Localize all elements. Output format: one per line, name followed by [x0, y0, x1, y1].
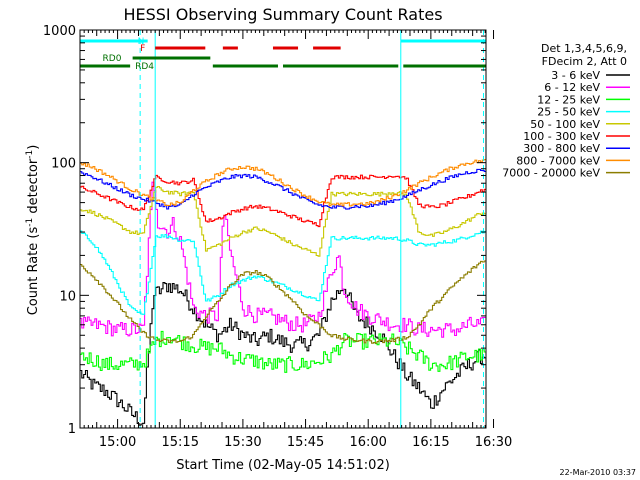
y-axis-label-main: Count Rate (s: [26, 227, 41, 316]
series-line-6: [80, 168, 486, 210]
status-label-rd4: RD4: [135, 62, 154, 72]
axes: 1 10 100 1000 15:00 15:15 15:30 15:45 16:00 16:15…: [43, 24, 512, 450]
plot-frame: [79, 29, 487, 429]
series-line-1: [80, 181, 486, 338]
status-label-rd0: RD0: [103, 54, 122, 64]
y-tick-label-3: 1000: [43, 24, 76, 39]
footer-timestamp: 22-Mar-2010 03:37: [560, 468, 637, 477]
x-tick-label-6: 16:30: [475, 435, 512, 450]
status-label-n: N: [138, 37, 145, 47]
y-tick-label-1: 10: [59, 289, 76, 304]
x-tick-label-0: 15:00: [99, 435, 136, 450]
chart-title: HESSI Observing Summary Count Rates: [123, 5, 442, 24]
x-tick-label-3: 15:45: [287, 435, 324, 450]
series-line-3: [80, 230, 486, 315]
series-line-0: [80, 282, 486, 426]
y-axis-label-end: ): [26, 145, 41, 150]
x-tick-label-2: 15:30: [224, 435, 261, 450]
legend: Det 1,3,4,5,6,9, FDecim 2, Att 0 3 - 6 k…: [502, 42, 630, 180]
x-axis-label: Start Time (02-May-05 14:51:02): [176, 458, 390, 473]
legend-label-0: 3 - 6 keV: [551, 69, 600, 82]
legend-label-4: 50 - 100 keV: [530, 118, 600, 131]
x-tick-label-4: 16:00: [349, 435, 386, 450]
y-axis-label-mid: detector: [26, 158, 41, 218]
legend-label-6: 300 - 800 keV: [523, 142, 600, 155]
y-tick-label-2: 100: [51, 157, 76, 172]
legend-header-1: Det 1,3,4,5,6,9,: [541, 42, 627, 55]
series-line-5: [80, 174, 486, 228]
legend-label-8: 7000 - 20000 keV: [502, 167, 600, 180]
legend-label-1: 6 - 12 keV: [544, 81, 600, 94]
legend-label-2: 12 - 25 keV: [537, 93, 600, 106]
plot-clip-group: [80, 30, 486, 428]
legend-header-2: FDecim 2, Att 0: [542, 55, 627, 68]
x-tick-label-5: 16:15: [412, 435, 449, 450]
series-line-8: [80, 260, 486, 344]
y-axis-label-sup2: -1: [25, 150, 35, 159]
series-line-2: [80, 330, 486, 373]
legend-label-7: 800 - 7000 keV: [516, 154, 600, 167]
y-axis-label-sup1: -1: [25, 218, 35, 227]
legend-label-5: 100 - 300 keV: [523, 130, 600, 143]
y-axis-label: Count Rate (s-1 detector-1): [25, 145, 41, 316]
y-tick-label-0: 1: [68, 422, 76, 437]
x-tick-label-1: 15:15: [162, 435, 199, 450]
legend-label-3: 25 - 50 keV: [537, 106, 600, 119]
series-line-4: [80, 185, 486, 257]
status-label-f: F: [140, 44, 145, 54]
series-line-7: [80, 159, 486, 207]
plot-area: NF RD0 RD4: [80, 30, 486, 428]
